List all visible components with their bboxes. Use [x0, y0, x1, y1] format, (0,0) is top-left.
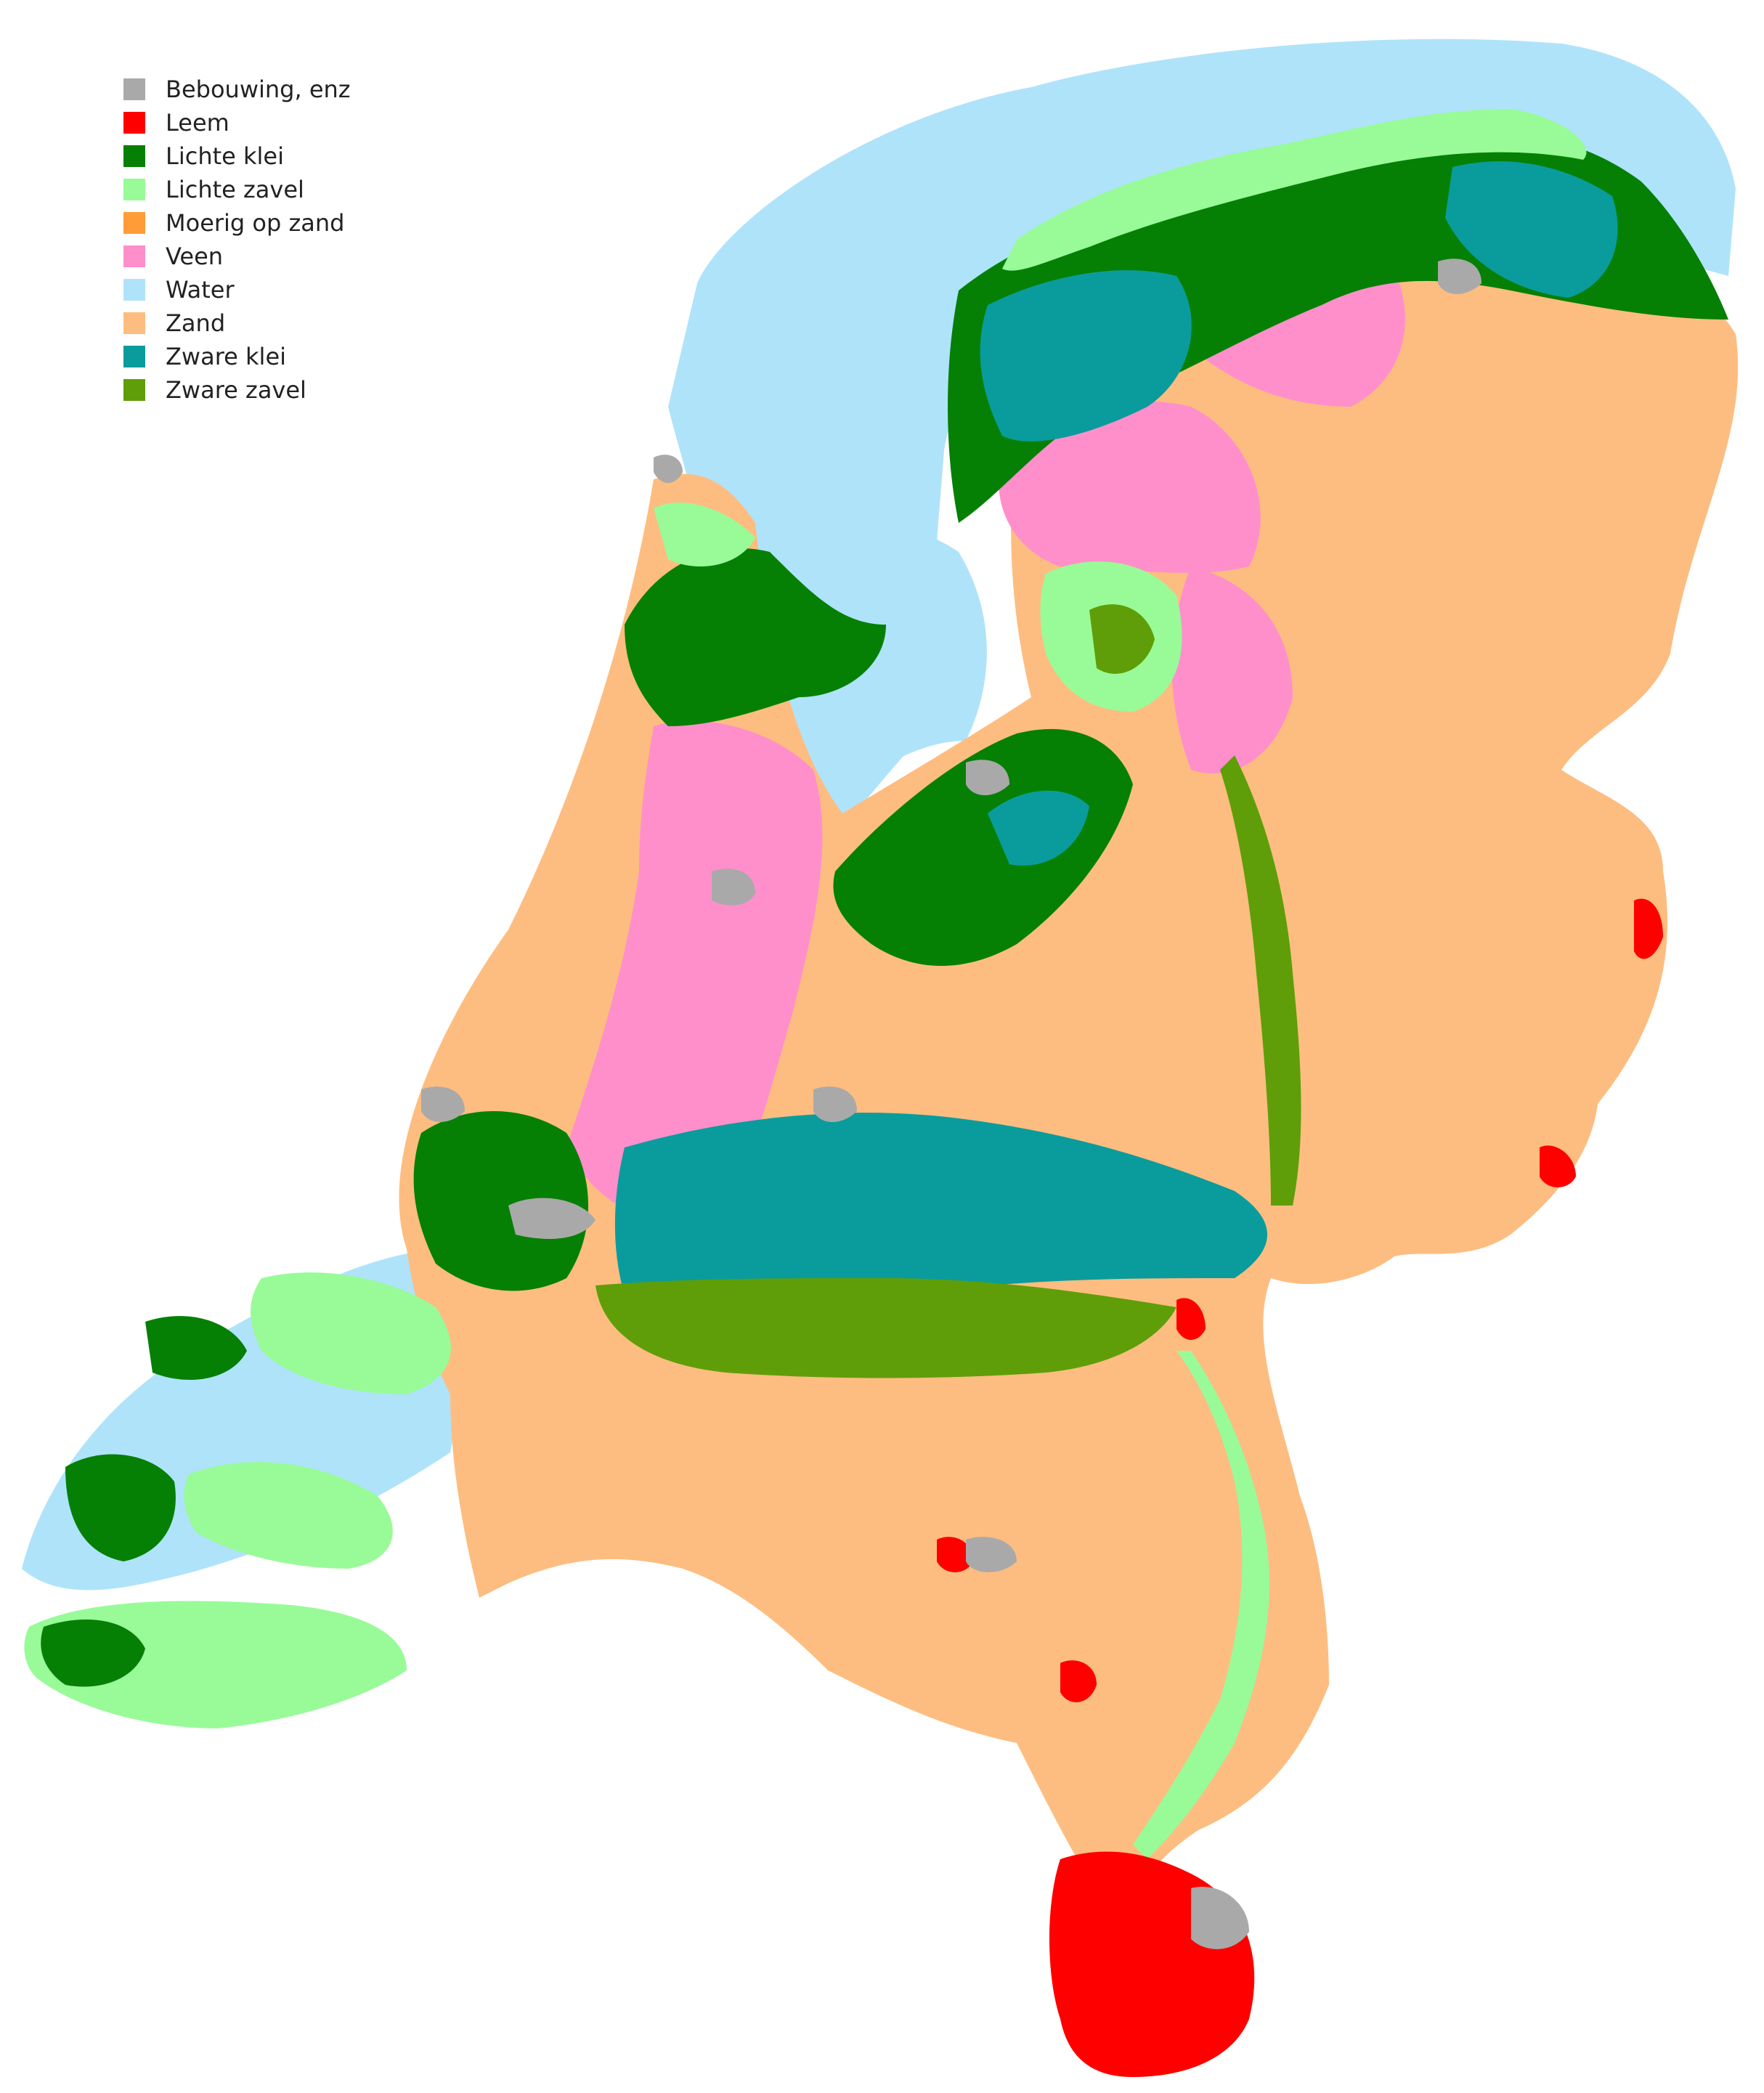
leem-patch-nijmegen	[1176, 1298, 1206, 1340]
bebouwing-utrecht	[813, 1086, 857, 1122]
legend-swatch	[123, 312, 145, 334]
legend-item-zware-zavel: Zware zavel	[123, 373, 351, 407]
legend-item-moerig-op-zand: Moerig op zand	[123, 206, 351, 240]
legend-label: Water	[166, 276, 235, 304]
zuid-holland-lichte-klei	[413, 1111, 588, 1291]
lichte-zavel-north-coast	[1002, 109, 1587, 271]
legend-label: Moerig op zand	[166, 209, 345, 237]
legend-swatch	[123, 78, 145, 100]
bebouwing-amsterdam	[712, 869, 755, 906]
legend-item-lichte-klei: Lichte klei	[123, 139, 351, 173]
legend-label: Zware zavel	[166, 376, 306, 404]
zeeland-lichte-zavel-1	[251, 1272, 451, 1394]
legend-label: Lichte zavel	[166, 176, 304, 203]
veen-friesland	[998, 401, 1261, 573]
legend-swatch	[123, 179, 145, 200]
legend-item-veen: Veen	[123, 240, 351, 273]
bebouwing-eindhoven	[966, 1537, 1017, 1572]
zeeuws-vlaanderen-klei	[41, 1619, 145, 1687]
flevoland-lichte-klei	[833, 728, 1133, 966]
zuid-beveland	[184, 1462, 393, 1569]
legend-swatch	[123, 279, 145, 301]
bebouwing-lelystad	[966, 760, 1009, 795]
leem-patch-east	[1634, 898, 1663, 959]
leem-patch-brabant-1	[937, 1537, 973, 1572]
legend-swatch	[123, 379, 145, 401]
rivers-zware-zavel	[596, 1278, 1176, 1378]
legend: Bebouwing, enz Leem Lichte klei Lichte z…	[123, 73, 351, 407]
veen-overijssel	[1171, 566, 1293, 774]
bebouwing-groningen	[1438, 259, 1481, 294]
bebouwing-den-haag	[421, 1086, 465, 1122]
noordoostpolder-zavel	[1089, 604, 1155, 674]
legend-item-leem: Leem	[123, 106, 351, 139]
walcheren	[65, 1454, 176, 1561]
bebouwing-den-helder	[654, 455, 683, 483]
limburg-bebouwing	[1191, 1887, 1249, 1949]
zware-klei-north	[980, 270, 1192, 442]
legend-label: Lichte klei	[166, 142, 284, 170]
legend-label: Veen	[166, 243, 224, 270]
leem-patch-brabant-2	[1060, 1660, 1097, 1702]
bebouwing-rotterdam	[508, 1198, 596, 1239]
flevoland-zware-klei	[988, 790, 1089, 866]
ijssel-valley	[1220, 755, 1301, 1206]
lichte-klei-noord-holland	[625, 548, 886, 726]
legend-swatch	[123, 112, 145, 134]
legend-swatch	[123, 212, 145, 234]
lichte-zavel-noord-holland	[654, 503, 755, 566]
legend-swatch	[123, 346, 145, 367]
legend-item-zand: Zand	[123, 306, 351, 340]
leem-patch-twente	[1540, 1145, 1576, 1187]
rivers-zware-klei	[614, 1113, 1267, 1329]
legend-label: Leem	[166, 109, 229, 137]
legend-item-water: Water	[123, 273, 351, 306]
legend-label: Zand	[166, 309, 226, 337]
zeeland-lichte-klei-1	[145, 1316, 247, 1380]
legend-item-lichte-zavel: Lichte zavel	[123, 173, 351, 206]
legend-label: Bebouwing, enz	[166, 76, 351, 103]
legend-swatch	[123, 145, 145, 167]
legend-item-bebouwing: Bebouwing, enz	[123, 73, 351, 106]
legend-label: Zware klei	[166, 343, 287, 370]
veen-holland	[566, 720, 823, 1224]
legend-swatch	[123, 245, 145, 267]
legend-item-zware-klei: Zware klei	[123, 340, 351, 373]
limburg-leem	[1049, 1851, 1255, 2077]
maas-valley	[1133, 1351, 1269, 1859]
zware-klei-groningen	[1445, 161, 1618, 298]
